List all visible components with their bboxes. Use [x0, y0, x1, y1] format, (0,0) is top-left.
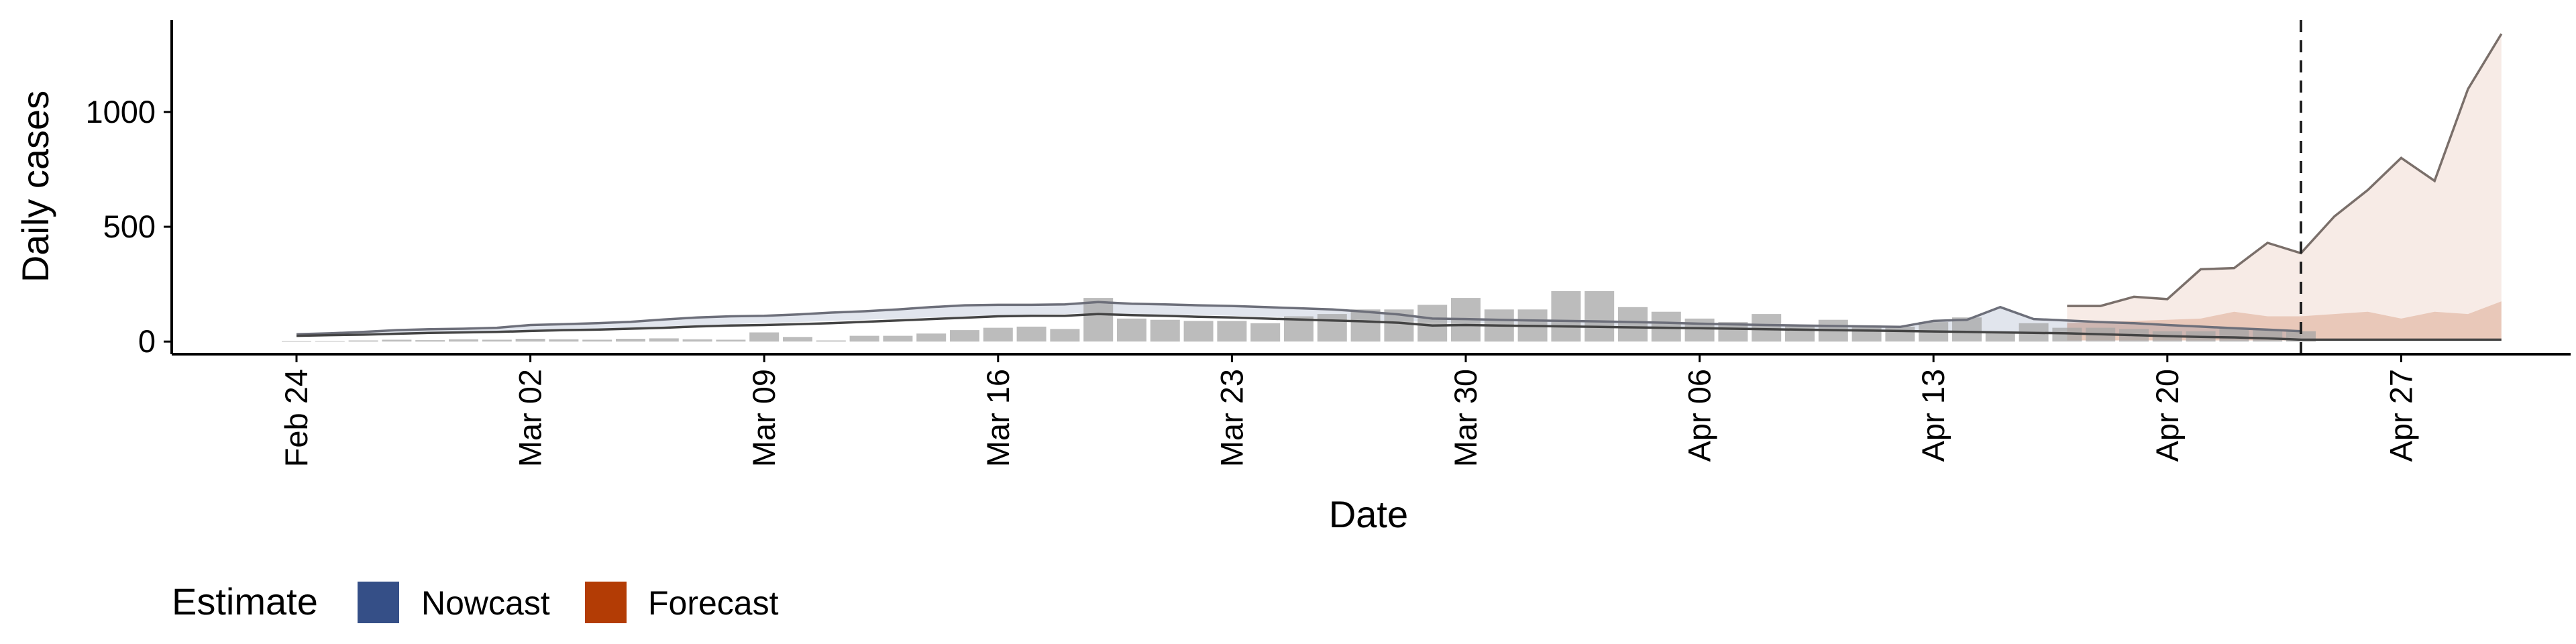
case-bar	[1417, 305, 1448, 342]
case-bar	[1585, 290, 1615, 342]
case-bar	[1117, 318, 1146, 342]
x-axis-title: Date	[1329, 493, 1408, 535]
x-axis-ticks: Feb 24 Mar 02 Mar 09 Mar 16 Mar 23 Mar 30 Apr …	[278, 354, 2418, 467]
case-bar	[2219, 329, 2249, 342]
case-bar	[1985, 332, 2015, 342]
legend: Estimate Nowcast Forecast	[172, 580, 779, 623]
case-bar	[983, 327, 1013, 342]
axes	[170, 20, 2571, 356]
case-bar	[616, 339, 645, 342]
x-tick-label: Apr 20	[2149, 369, 2185, 462]
x-tick-label: Mar 09	[746, 369, 782, 467]
case-bar	[1016, 326, 1046, 342]
case-bar	[1050, 329, 1080, 342]
x-tick-label: Mar 23	[1214, 369, 1249, 467]
x-tick-label: Feb 24	[278, 369, 314, 467]
y-axis-title: Daily cases	[14, 91, 56, 282]
case-bar	[1684, 318, 1715, 342]
case-bar	[849, 335, 879, 342]
case-bar	[1885, 326, 1915, 342]
case-bar	[1752, 314, 1782, 342]
case-bar	[1785, 325, 1815, 342]
forecast-inner-band	[2067, 301, 2502, 341]
forecast-outer-band	[2067, 34, 2502, 341]
legend-label-nowcast: Nowcast	[421, 584, 550, 622]
y-tick-label: 500	[103, 209, 156, 244]
case-bar	[515, 339, 545, 342]
estimate-lines	[296, 33, 2503, 341]
case-bar	[682, 339, 712, 342]
case-bar	[348, 340, 378, 342]
x-tick-label: Mar 02	[513, 369, 548, 467]
case-bar	[549, 339, 579, 342]
y-axis-ticks: 0 500 1000	[85, 94, 172, 359]
case-bar	[415, 340, 445, 342]
case-bar	[1250, 323, 1281, 342]
case-bar	[950, 330, 979, 342]
x-tick-label: Apr 13	[1915, 369, 1951, 462]
nowcast-upper-line	[296, 301, 2302, 335]
case-bar	[716, 339, 746, 342]
case-bar	[783, 337, 812, 342]
case-bar	[449, 339, 478, 342]
uncertainty-bands	[297, 34, 2502, 341]
case-bar	[649, 338, 679, 342]
nowcast-band	[297, 302, 2301, 340]
case-bar	[1551, 290, 1581, 342]
case-bar	[2052, 327, 2082, 342]
case-bar	[1618, 307, 1648, 342]
y-tick-label: 1000	[85, 94, 156, 129]
case-bar	[1350, 309, 1381, 342]
case-bar	[883, 335, 913, 342]
legend-title: Estimate	[172, 580, 318, 623]
case-bar	[816, 340, 846, 342]
median-line	[296, 313, 2502, 341]
y-tick-label: 0	[138, 323, 156, 359]
x-tick-label: Mar 30	[1448, 369, 1483, 467]
case-bar	[749, 332, 780, 342]
case-bar	[482, 339, 512, 342]
case-bar	[1851, 325, 1882, 342]
case-bar	[1952, 317, 1982, 342]
case-bar	[1317, 314, 1347, 342]
x-tick-label: Apr 06	[1682, 369, 1717, 462]
case-bar	[916, 333, 947, 342]
case-bar	[1083, 298, 1114, 342]
legend-swatch-forecast	[585, 582, 627, 623]
x-tick-label: Mar 16	[980, 369, 1016, 467]
case-bar	[582, 339, 612, 342]
case-bar	[1217, 321, 1247, 342]
legend-label-forecast: Forecast	[648, 584, 779, 622]
case-bar	[282, 341, 311, 342]
case-bar	[1183, 321, 1214, 342]
legend-swatch-nowcast	[358, 582, 399, 623]
x-tick-label: Apr 27	[2383, 369, 2418, 462]
case-bar	[1150, 319, 1180, 342]
case-bar	[382, 339, 412, 342]
forecast-upper-line	[2067, 33, 2503, 307]
